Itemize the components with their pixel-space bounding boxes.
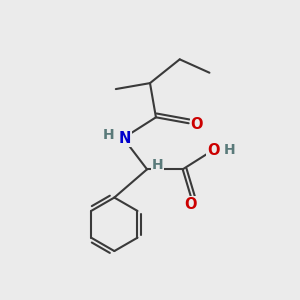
Text: H: H xyxy=(103,128,114,142)
Text: O: O xyxy=(208,142,220,158)
Text: H: H xyxy=(224,143,235,157)
Text: H: H xyxy=(152,158,163,172)
Text: O: O xyxy=(184,197,197,212)
Text: N: N xyxy=(118,130,131,146)
Text: O: O xyxy=(191,117,203,132)
